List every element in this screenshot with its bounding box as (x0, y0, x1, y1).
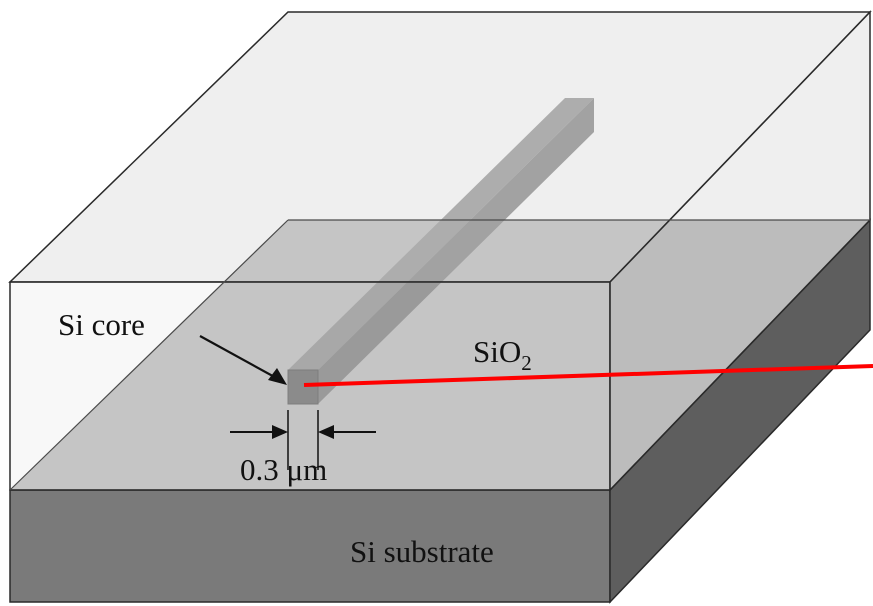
si-core-label: Si core (58, 307, 145, 342)
substrate-front-face (10, 490, 610, 602)
width-label: 0.3 μm (240, 452, 327, 487)
width-value: 0.3 (240, 452, 279, 487)
width-unit: μm (287, 452, 328, 487)
sio2-subscript: 2 (521, 351, 532, 375)
sio2-main: SiO (473, 334, 521, 369)
si-substrate-label: Si substrate (350, 534, 494, 569)
